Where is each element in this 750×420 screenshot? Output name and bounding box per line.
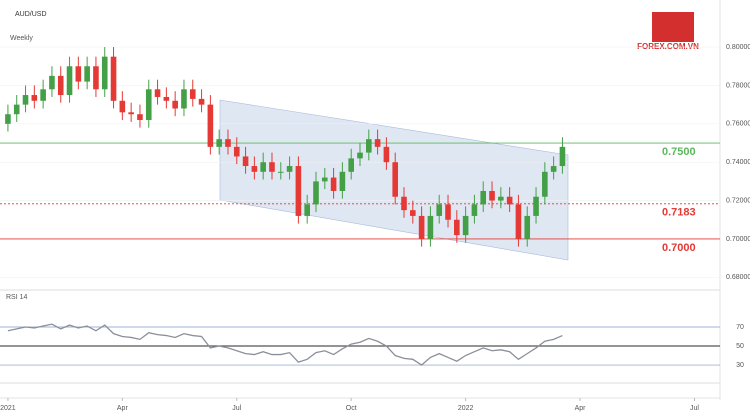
y-tick-label: 0.76000 — [726, 121, 750, 128]
x-tick-label: Jul — [232, 405, 241, 412]
candle-body — [5, 114, 11, 124]
x-tick-label: Oct — [346, 405, 357, 412]
candle-body — [216, 139, 222, 147]
candle-body — [172, 100, 178, 109]
level-label: 0.7183 — [662, 207, 696, 219]
candle-body — [57, 75, 64, 96]
candle-body — [480, 190, 487, 205]
candle-body — [128, 112, 134, 115]
symbol: AUD/USD — [15, 11, 47, 18]
candle-body — [163, 96, 170, 101]
candle-body — [515, 204, 522, 239]
candle-body — [145, 89, 152, 120]
candle-body — [498, 196, 504, 201]
y-tick-label: 70 — [736, 324, 744, 331]
candle-body — [542, 171, 548, 197]
candle-body — [418, 215, 425, 239]
candle-body — [357, 152, 363, 159]
candle-body — [427, 215, 434, 239]
candle-body — [410, 210, 416, 216]
candle-body — [550, 166, 557, 172]
candle-body — [366, 139, 372, 153]
candle-body — [286, 166, 293, 172]
candle-body — [101, 56, 108, 90]
candle-body — [189, 89, 196, 99]
candle-body — [392, 162, 399, 197]
indicator-label: RSI 14 — [6, 294, 28, 301]
candle-body — [269, 162, 275, 172]
candle-body — [401, 196, 407, 211]
candle-body — [181, 89, 187, 109]
candle-body — [524, 215, 531, 239]
y-tick-label: 0.70000 — [726, 236, 750, 243]
logo-icon — [652, 12, 694, 42]
candle-body — [295, 166, 302, 216]
y-tick-label: 0.68000 — [726, 274, 750, 281]
candle-body — [339, 171, 346, 191]
x-tick-label: 2021 — [0, 405, 16, 412]
y-tick-label: 0.80000 — [726, 44, 750, 51]
rsi-line — [7, 323, 563, 366]
x-tick-label: Apr — [117, 405, 129, 412]
y-tick-label: 50 — [736, 343, 744, 350]
candle-body — [454, 219, 460, 236]
candle-body — [559, 146, 566, 167]
candle-body — [207, 104, 214, 147]
candle-body — [251, 166, 258, 172]
candle-body — [233, 146, 240, 157]
candle-body — [31, 95, 38, 101]
candle-body — [313, 181, 319, 205]
candle-body — [260, 162, 266, 172]
candle-body — [277, 171, 284, 173]
level-label: 0.7000 — [662, 242, 696, 254]
candle-body — [198, 98, 205, 105]
candle-body — [22, 95, 29, 105]
candle-body — [489, 190, 495, 201]
candle-body — [110, 56, 117, 101]
candle-body — [154, 89, 161, 97]
candle-body — [383, 146, 390, 163]
candle-body — [374, 139, 381, 147]
x-tick-label: Jul — [690, 405, 699, 412]
candle-body — [119, 100, 126, 113]
x-tick-label: Apr — [575, 405, 587, 412]
candle-body — [330, 177, 337, 191]
candle-body — [225, 139, 231, 147]
candle-body — [436, 204, 443, 216]
candle-body — [84, 66, 90, 82]
candle-body — [506, 196, 513, 205]
y-tick-label: 0.74000 — [726, 159, 750, 166]
logo: FOREX.COM.VN — [637, 12, 699, 51]
y-tick-label: 0.72000 — [726, 197, 750, 204]
candle-body — [40, 89, 46, 101]
candle-body — [93, 66, 99, 90]
x-tick-label: 2022 — [458, 405, 474, 412]
candle-body — [304, 204, 310, 216]
y-tick-label: 30 — [736, 362, 744, 369]
logo-text: FOREX.COM.VN — [637, 42, 699, 51]
candle-body — [49, 75, 55, 90]
candle-body — [321, 177, 328, 182]
y-tick-label: 0.78000 — [726, 82, 750, 89]
candle-body — [533, 196, 539, 216]
candle-body — [348, 158, 354, 172]
candle-body — [462, 215, 469, 236]
candle-body — [137, 114, 143, 120]
candle-body — [445, 204, 451, 220]
candle-body — [66, 66, 73, 96]
level-label: 0.7500 — [662, 146, 696, 158]
candle-body — [471, 204, 478, 216]
candle-body — [242, 156, 249, 167]
candle-body — [13, 104, 20, 115]
timeframe: Weekly — [10, 35, 33, 42]
candle-body — [75, 66, 82, 82]
